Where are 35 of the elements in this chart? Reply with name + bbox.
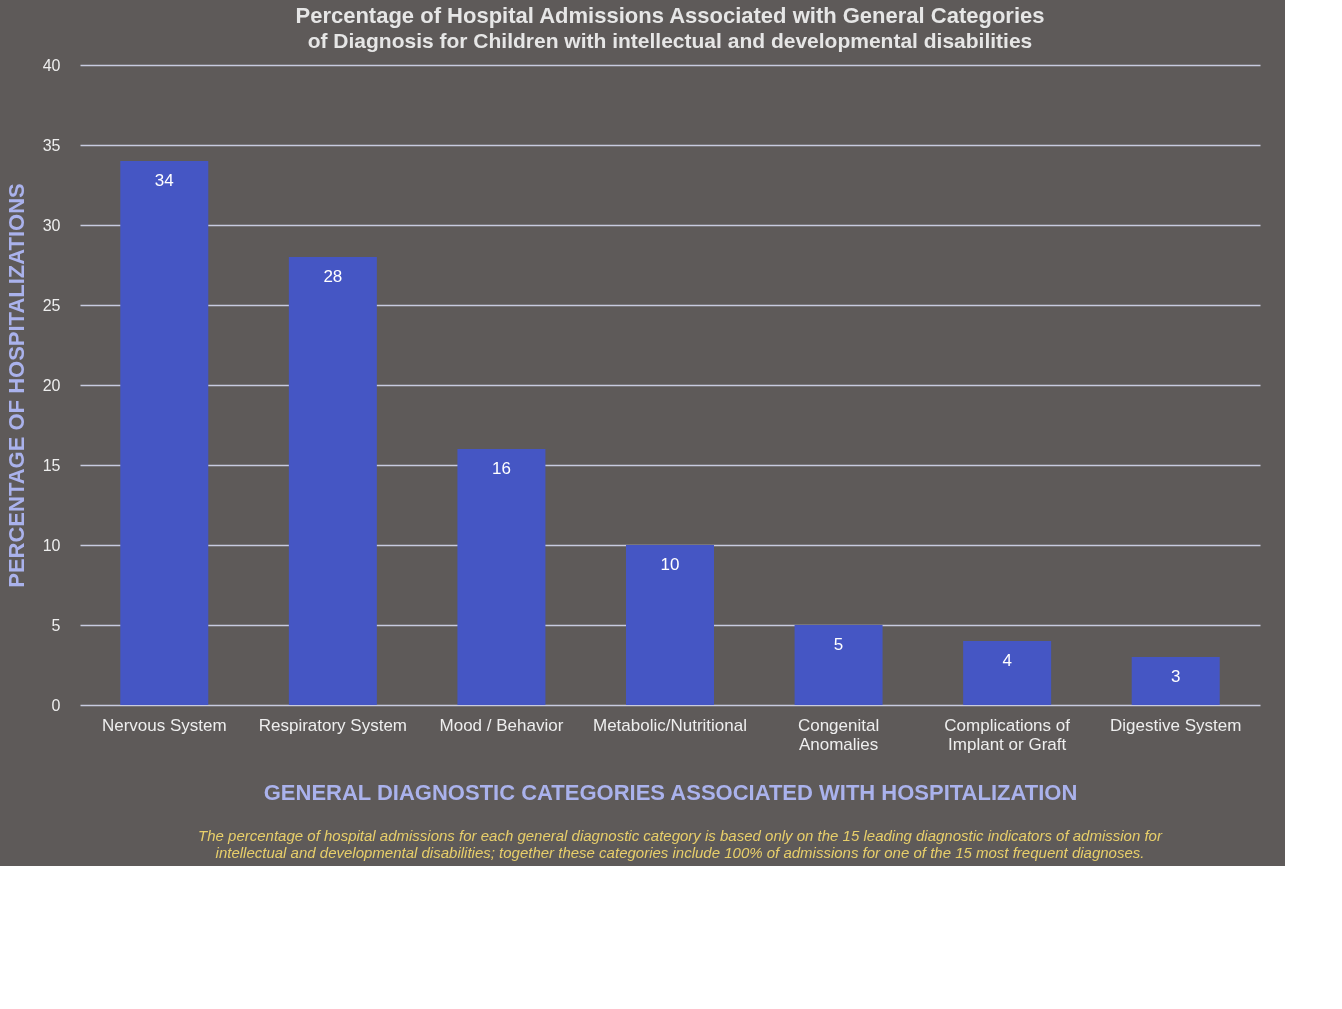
x-tick-label: Digestive System <box>1110 715 1242 735</box>
chart-subtitle: of Diagnosis for Children with intellectual and developmental disabilities <box>307 29 1033 52</box>
y-tick-label: 15 <box>42 456 61 474</box>
y-axis-title: PERCENTAGE OF HOSPITALIZATIONS <box>3 183 29 588</box>
y-tick-label: 0 <box>51 696 61 714</box>
data-label: 3 <box>1170 667 1181 686</box>
y-tick-label: 10 <box>42 536 61 554</box>
y-tick-label: 20 <box>42 376 61 394</box>
data-label: 5 <box>833 635 844 654</box>
bar <box>288 257 377 705</box>
chart-title: Percentage of Hospital Admissions Associated with General Categories <box>295 3 1045 28</box>
bar <box>963 641 1052 705</box>
data-label: 34 <box>154 171 174 190</box>
data-label: 28 <box>323 267 343 286</box>
y-tick-label: 25 <box>42 296 61 314</box>
bar <box>120 161 209 705</box>
bar <box>457 449 546 705</box>
x-tick-label: Mood / Behavior <box>439 715 564 735</box>
x-tick-label: Complications of Implant or Graft <box>944 715 1071 754</box>
bar <box>626 545 714 705</box>
text: The percentage of hospital admissions for each general diagnostic category is based only on the 15 leading diagnostic indicators of admission for intellectual and developmental disabilities; together these categories include 100% of admissions for one of the 15 most frequent diagnoses. <box>198 827 1163 861</box>
y-tick-label: 5 <box>51 616 61 634</box>
x-tick-label: Congenital Anomalies <box>797 715 880 754</box>
data-label: 10 <box>660 555 680 574</box>
data-label: 16 <box>491 459 511 478</box>
bar <box>794 625 883 705</box>
x-tick-label: Nervous System <box>101 715 227 735</box>
y-tick-label: 40 <box>42 56 61 74</box>
x-tick-label: Metabolic/Nutritional <box>592 715 748 735</box>
y-tick-label: 35 <box>42 136 61 154</box>
bar <box>1131 657 1220 705</box>
x-axis-title: GENERAL DIAGNOSTIC CATEGORIES ASSOCIATED WITH HOSPITALIZATION <box>263 779 1078 805</box>
data-label: 4 <box>1002 651 1012 670</box>
y-tick-label: 30 <box>42 216 61 234</box>
x-tick-label: Respiratory System <box>258 715 408 735</box>
